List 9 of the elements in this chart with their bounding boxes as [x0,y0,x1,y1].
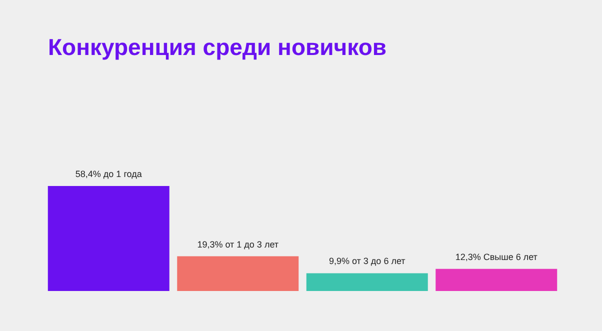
data-label: 58,4% до 1 года [75,168,142,179]
data-label: 12,3% Свыше 6 лет [455,252,538,262]
chart-title: Конкуренция среди новичков [48,34,387,61]
bar [436,268,558,291]
bar [177,256,299,291]
data-label: 9,9% от 3 до 6 лет [328,256,406,266]
data-label: 19,3% от 1 до 3 лет [197,239,279,250]
bar [306,273,428,291]
bar [48,186,170,291]
